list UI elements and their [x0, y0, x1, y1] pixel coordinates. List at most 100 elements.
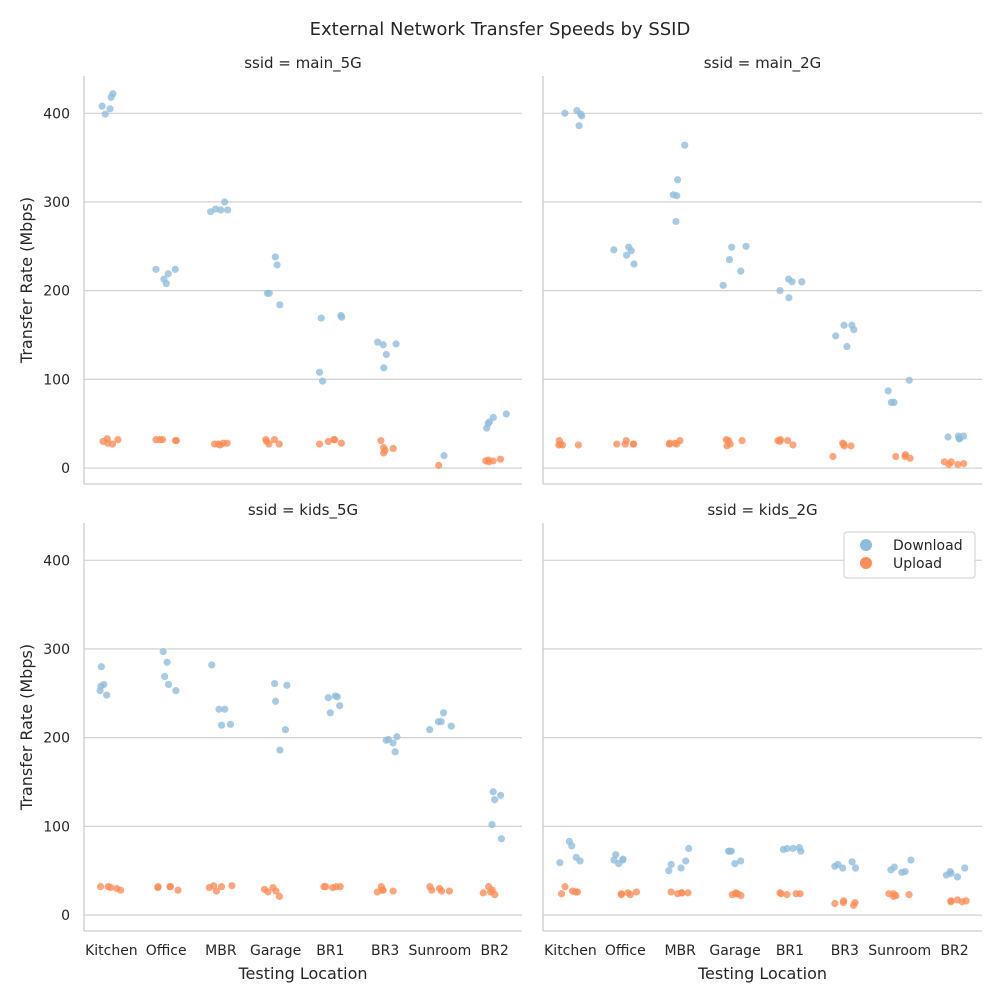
upload-point	[223, 439, 231, 447]
upload-point	[264, 888, 272, 896]
download-point	[393, 733, 401, 741]
download-point	[890, 863, 898, 871]
download-point	[667, 860, 675, 869]
upload-point	[171, 436, 179, 445]
upload-point	[389, 444, 397, 453]
download-point	[489, 413, 497, 422]
upload-point	[482, 457, 490, 465]
download-point	[440, 452, 448, 460]
x-tick-label: Kitchen	[85, 943, 138, 959]
upload-point	[262, 436, 270, 444]
upload-point	[479, 889, 487, 897]
legend: Download Upload	[843, 531, 976, 579]
upload-point	[496, 455, 505, 463]
facet-grid: ssid = main_5G 0 100 200 300 400 Transfer Rate…	[17, 54, 982, 983]
download-point	[281, 726, 290, 734]
download-point	[725, 256, 734, 264]
x-tick-label: BR2	[481, 943, 509, 959]
download-point	[669, 191, 677, 199]
download-point	[672, 217, 680, 226]
download-point	[724, 847, 733, 855]
download-point	[106, 105, 114, 113]
upload-point	[892, 452, 900, 461]
download-point	[575, 122, 583, 130]
download-point	[610, 856, 618, 864]
download-point	[776, 287, 784, 295]
upload-point	[629, 440, 638, 448]
upload-point	[568, 887, 577, 895]
download-point	[171, 265, 179, 273]
upload-point	[831, 899, 839, 908]
y-tick-label: 0	[61, 461, 70, 477]
y-axis-label: Transfer Rate (Mbps)	[17, 644, 36, 811]
upload-point	[324, 437, 332, 446]
legend-label: Upload	[893, 556, 942, 572]
download-point	[619, 856, 627, 864]
upload-point	[114, 436, 122, 444]
facet-title: ssid = main_5G	[244, 54, 362, 73]
upload-point	[380, 444, 388, 452]
upload-point	[275, 440, 283, 448]
x-tick-label: Office	[605, 943, 646, 959]
x-tick-label: Garage	[709, 943, 760, 959]
upload-point	[783, 891, 791, 899]
upload-point	[428, 886, 436, 894]
upload-point	[624, 889, 632, 897]
download-point	[215, 705, 223, 713]
upload-point	[847, 442, 855, 450]
x-tick-label: Sunroom	[868, 943, 931, 959]
upload-point	[829, 452, 837, 461]
download-point	[379, 341, 387, 349]
download-point	[556, 859, 564, 867]
chart-title: External Network Transfer Speeds by SSID	[310, 19, 691, 40]
legend-box	[843, 531, 976, 579]
upload-point	[784, 436, 792, 445]
download-point	[98, 102, 106, 110]
download-point	[954, 432, 963, 440]
download-point	[942, 871, 950, 879]
x-tick-label: BR1	[316, 943, 344, 959]
download-point	[338, 313, 346, 321]
download-point	[484, 420, 492, 428]
upload-point	[673, 440, 681, 448]
download-point	[568, 842, 576, 850]
download-point	[263, 289, 271, 297]
download-point	[273, 261, 281, 269]
download-point	[207, 208, 215, 216]
facet-panel: ssid = main_2G	[542, 54, 982, 485]
download-point	[324, 694, 332, 702]
upload-point	[389, 887, 397, 895]
download-point	[103, 691, 111, 699]
x-tick-label: MBR	[664, 943, 696, 959]
upload-point	[776, 436, 785, 444]
upload-point	[840, 440, 848, 448]
upload-point	[322, 883, 330, 891]
legend-marker	[860, 557, 872, 569]
upload-point	[734, 890, 742, 898]
download-point	[164, 270, 172, 278]
download-point	[333, 693, 341, 701]
download-point	[561, 109, 569, 117]
download-point	[576, 857, 584, 865]
download-point	[898, 868, 906, 877]
download-point	[834, 860, 842, 869]
download-point	[840, 321, 848, 329]
upload-point	[728, 891, 736, 899]
x-tick-label: MBR	[205, 943, 237, 959]
upload-point	[104, 439, 112, 447]
x-tick-label: BR3	[371, 943, 399, 959]
download-point	[783, 844, 791, 853]
x-axis-label: Testing Location	[237, 964, 367, 983]
download-point	[160, 275, 168, 283]
x-tick-label: BR3	[831, 943, 859, 959]
upload-point	[379, 886, 387, 894]
upload-point	[673, 890, 682, 898]
upload-point	[329, 883, 337, 892]
upload-point	[723, 442, 731, 450]
download-point	[226, 720, 235, 728]
legend-marker	[860, 539, 872, 551]
upload-point	[217, 883, 226, 891]
download-point	[97, 663, 105, 671]
download-point	[677, 864, 685, 872]
download-point	[159, 648, 167, 656]
